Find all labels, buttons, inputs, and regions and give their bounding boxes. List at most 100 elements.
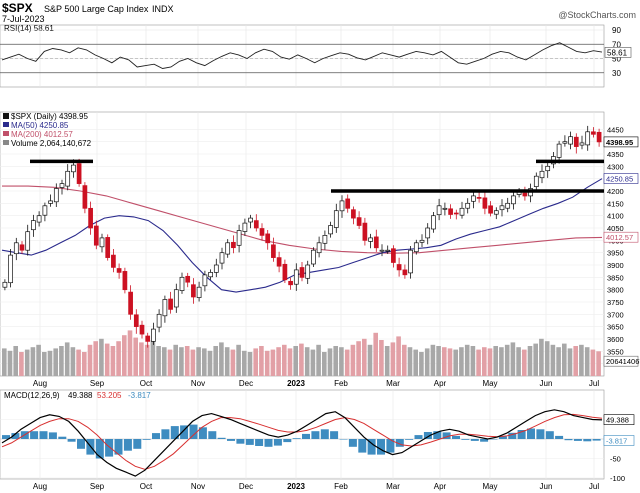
candle-body (425, 227, 431, 239)
volume-bar (190, 349, 196, 376)
macd-histogram-bar (498, 436, 507, 439)
candle-body (213, 264, 219, 273)
volume-bar (99, 338, 104, 376)
month-label-top: Jul (589, 379, 599, 388)
price-value-box (603, 136, 639, 148)
volume-bar (202, 348, 207, 376)
macd-histogram-bar (67, 439, 76, 442)
volume-bar (270, 349, 276, 376)
price-tick-label: 3900 (607, 261, 624, 270)
candle-body (322, 235, 328, 244)
candle-body (225, 242, 231, 255)
candle-body (596, 131, 602, 143)
volume-bar (53, 348, 58, 376)
price-tick-label: 4450 (607, 125, 624, 134)
month-label-bottom: Jul (589, 482, 599, 491)
candle-body (65, 170, 71, 187)
volume-bar (316, 344, 321, 376)
macd-histogram-bar (11, 433, 20, 439)
candle-body (88, 207, 93, 229)
price-value-box (603, 173, 639, 184)
volume-bar (24, 349, 30, 376)
macd-histogram-bar (142, 439, 151, 440)
candle-body (391, 248, 396, 263)
candle-body (368, 237, 373, 242)
macd-histogram-bar (198, 427, 207, 439)
volume-bar (459, 347, 464, 376)
month-label-top: May (482, 379, 497, 388)
month-label-top: Aug (33, 379, 47, 388)
ma200-line (2, 185, 603, 254)
macd-legend-macd: 49.388 (68, 391, 93, 400)
candle-body (453, 212, 459, 215)
volume-bar (356, 341, 361, 376)
candle-body (471, 195, 476, 202)
candle-body (13, 242, 19, 255)
volume-bar (510, 342, 516, 376)
candle-body (362, 222, 368, 241)
candle-body (442, 207, 448, 210)
volume-bar (442, 347, 447, 376)
rsi-legend: RSI(14) 58.61 (4, 24, 54, 33)
candle-body (248, 217, 253, 223)
candle-body (591, 131, 596, 135)
macd-histogram-bar (152, 433, 160, 439)
volume-bar (2, 348, 7, 376)
macd-histogram-bar (583, 439, 592, 442)
price-tick-label: 3600 (607, 335, 624, 344)
volume-bar (127, 330, 133, 376)
month-label-top: Feb (334, 379, 348, 388)
price-tick-label: 4300 (607, 162, 624, 171)
macd-histogram-bar (377, 439, 385, 455)
candle-body (316, 242, 322, 254)
candle-body (493, 210, 499, 215)
macd-legend-signal: 53.205 (97, 391, 122, 400)
macd-histogram-bar (30, 431, 39, 439)
candle-body (568, 136, 573, 145)
volume-bar (299, 343, 304, 376)
candle-body (231, 241, 236, 249)
candle-body (48, 200, 53, 204)
macd-histogram-bar (555, 435, 564, 439)
macd-histogram-bar (105, 439, 114, 457)
candle-body (71, 164, 76, 173)
price-value-label: 4250.85 (606, 175, 633, 184)
price-tick-label: 3550 (607, 347, 624, 356)
macd-histogram-bar (217, 437, 226, 439)
candle-body (562, 141, 568, 144)
price-tick-label: 4150 (607, 199, 624, 208)
candle-body (448, 208, 453, 215)
price-tick-label: 3700 (607, 310, 624, 319)
price-panel: 3500355036003650370037503800385039003950… (0, 111, 640, 377)
candle-body (105, 237, 111, 258)
candle-body (573, 136, 579, 147)
rsi-panel-frame (0, 24, 605, 88)
legend-volume: Volume 2,064,140,672 (11, 139, 92, 148)
candle-body (436, 205, 442, 216)
volume-bar (36, 344, 41, 376)
month-label-bottom: Apr (434, 482, 447, 491)
candle-body (196, 286, 202, 298)
price-tick-label: 4350 (607, 150, 624, 159)
month-label-bottom: May (482, 482, 497, 491)
macd-histogram-bar (536, 429, 545, 440)
month-label-top: Oct (140, 379, 153, 388)
volume-bar (264, 350, 270, 376)
month-label-bottom: Mar (386, 482, 400, 491)
volume-bar (304, 347, 310, 376)
volume-bar (59, 346, 64, 376)
candle-body (465, 202, 471, 209)
month-label-bottom: Jun (540, 482, 553, 491)
candle-body (191, 284, 196, 298)
macd-histogram-bar (77, 439, 85, 449)
rsi-value-box (604, 47, 632, 58)
month-label-bottom: Aug (33, 482, 47, 491)
macd-histogram-bar (123, 439, 132, 451)
candle-body (253, 220, 259, 229)
volume-bar (436, 346, 441, 376)
macd-histogram-bar (39, 431, 48, 439)
volume-bar (539, 338, 544, 376)
month-label-top: Sep (90, 379, 105, 388)
volume-bar (236, 344, 241, 376)
